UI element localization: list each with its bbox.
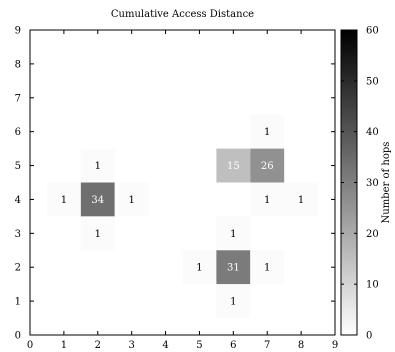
y-tick-label: 6 bbox=[15, 127, 21, 138]
colorbar-label: Number of hops bbox=[381, 142, 392, 224]
y-tick-label: 4 bbox=[15, 195, 21, 206]
cell-value-label: 1 bbox=[230, 297, 236, 308]
heatmap-cell bbox=[250, 182, 285, 217]
cell-value-label: 26 bbox=[261, 161, 274, 172]
cell-value-label: 1 bbox=[61, 195, 67, 206]
cell-value-label: 1 bbox=[196, 263, 202, 274]
colorbar-tick-label: 20 bbox=[366, 229, 379, 240]
colorbar-tick-label: 60 bbox=[366, 26, 379, 37]
x-tick-label: 3 bbox=[128, 340, 134, 351]
cell-value-label: 15 bbox=[227, 161, 240, 172]
heatmap-cell bbox=[216, 148, 251, 183]
heatmap-cell bbox=[114, 182, 149, 217]
y-tick-label: 3 bbox=[15, 229, 21, 240]
y-tick-label: 9 bbox=[15, 26, 21, 37]
y-tick-label: 2 bbox=[15, 263, 21, 274]
x-tick-label: 7 bbox=[264, 340, 270, 351]
cell-value-label: 1 bbox=[264, 263, 270, 274]
x-tick-label: 9 bbox=[332, 340, 338, 351]
x-tick-label: 2 bbox=[95, 340, 101, 351]
y-tick-label: 1 bbox=[15, 297, 21, 308]
y-tick-label: 8 bbox=[15, 59, 21, 70]
heatmap-cell bbox=[182, 250, 217, 285]
x-tick-label: 6 bbox=[230, 340, 236, 351]
cells-layer: 1 1 15 26 1 34 1 1 1 1 1 1 31 1 1 bbox=[46, 114, 319, 319]
cell-value-label: 1 bbox=[95, 229, 101, 240]
cell-value-label: 1 bbox=[264, 195, 270, 206]
cell-value-label: 1 bbox=[95, 161, 101, 172]
cell-value-label: 31 bbox=[227, 263, 240, 274]
x-tick-label: 4 bbox=[162, 340, 168, 351]
heatmap-cell bbox=[216, 216, 251, 251]
heatmap-cell bbox=[80, 182, 115, 217]
x-tick-label: 1 bbox=[61, 340, 67, 351]
cell-value-label: 1 bbox=[230, 229, 236, 240]
x-tick-label: 5 bbox=[196, 340, 202, 351]
heatmap-cell bbox=[216, 250, 251, 285]
y-tick-label: 5 bbox=[15, 161, 21, 172]
heatmap-cell bbox=[250, 114, 285, 149]
y-tick-label: 7 bbox=[15, 93, 21, 104]
y-tick-label: 0 bbox=[15, 331, 21, 342]
heatmap-cell bbox=[80, 216, 115, 251]
colorbar: 0 10 20 30 40 50 60 bbox=[340, 26, 379, 342]
x-tick-label: 0 bbox=[27, 340, 33, 351]
colorbar-tick-label: 40 bbox=[366, 127, 379, 138]
heatmap-cell bbox=[216, 284, 251, 319]
colorbar-tick-label: 10 bbox=[366, 280, 379, 291]
heatmap-cell bbox=[80, 148, 115, 183]
cell-value-label: 1 bbox=[264, 127, 270, 138]
heatmap-cell bbox=[46, 182, 81, 217]
chart-title: Cumulative Access Distance bbox=[111, 9, 254, 20]
cell-value-label: 1 bbox=[298, 195, 304, 206]
heatmap-cell bbox=[250, 250, 285, 285]
plot-frame bbox=[29, 29, 336, 336]
cell-value-label: 1 bbox=[128, 195, 134, 206]
colorbar-tick-label: 50 bbox=[366, 76, 379, 87]
colorbar-tick-label: 30 bbox=[366, 178, 379, 189]
heatmap-cell bbox=[250, 148, 285, 183]
cell-value-label: 34 bbox=[91, 195, 104, 206]
heatmap-cell bbox=[284, 182, 319, 217]
x-tick-label: 8 bbox=[298, 340, 304, 351]
colorbar-tick-label: 0 bbox=[366, 331, 372, 342]
